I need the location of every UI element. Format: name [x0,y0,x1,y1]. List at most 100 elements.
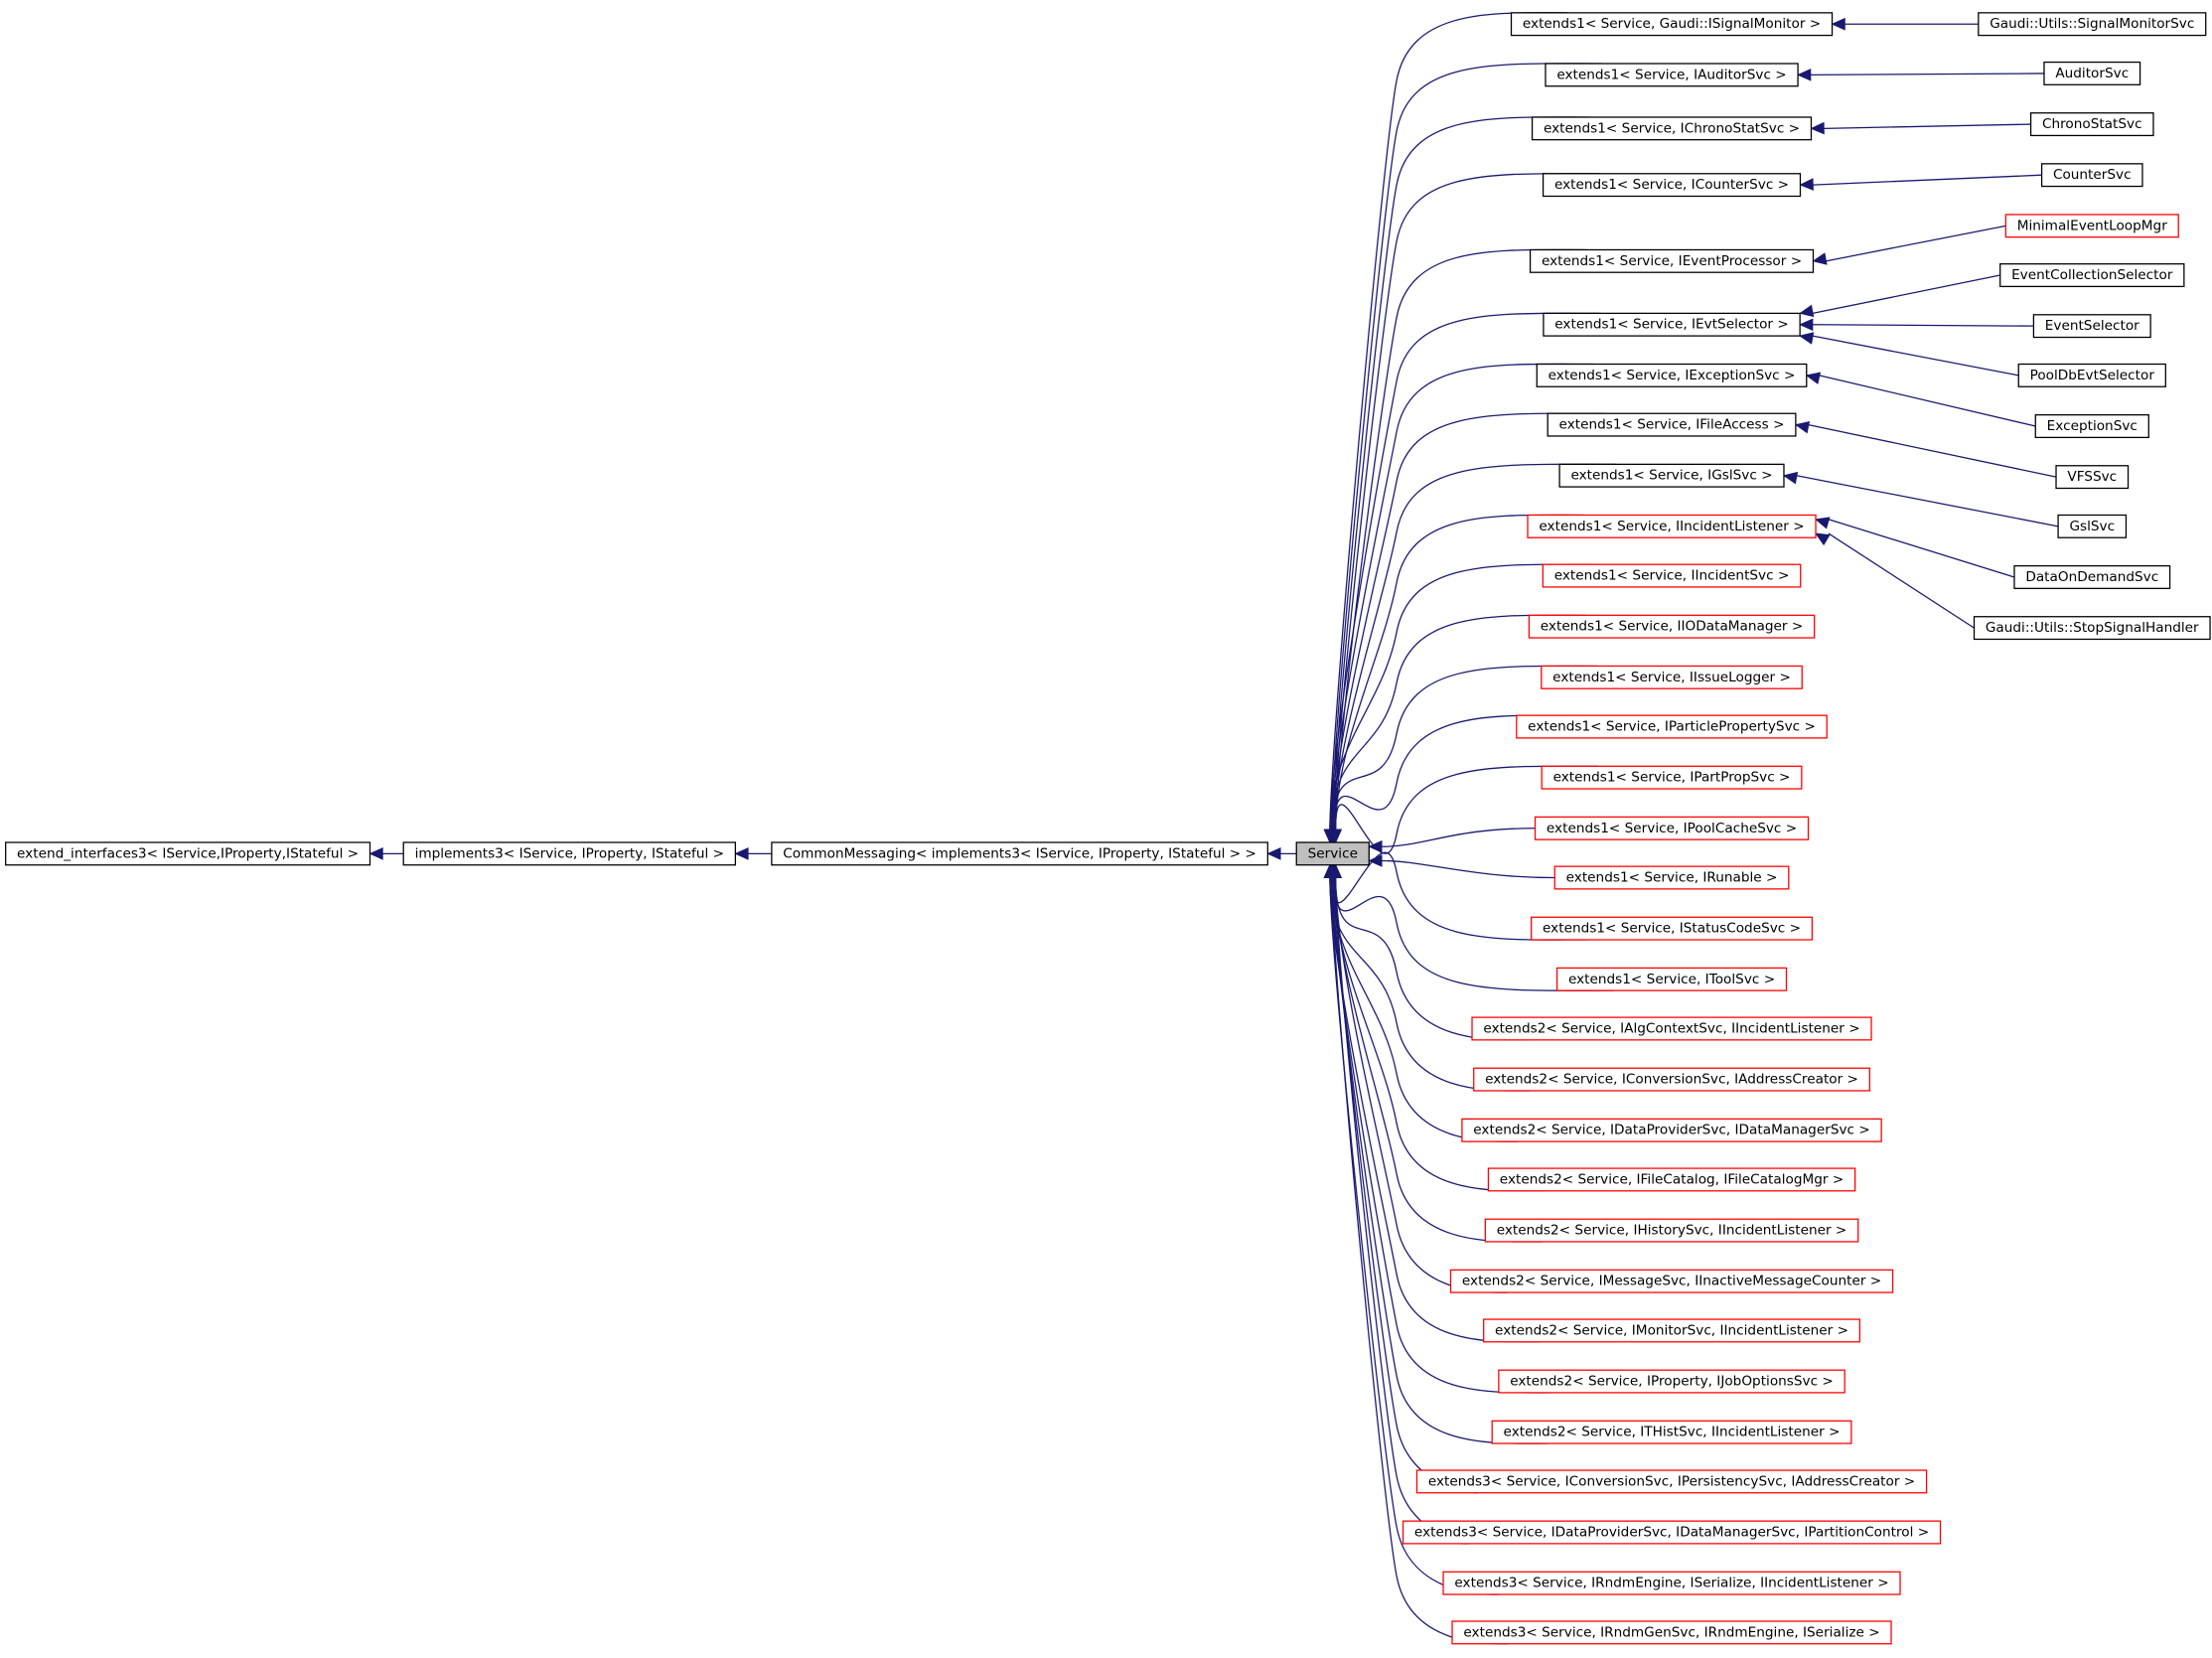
derived-class-node-box[interactable] [1529,248,1815,273]
derived-class-node-box[interactable] [1531,116,1813,141]
inheritance-edge [1812,335,2019,377]
derived-class-node[interactable]: extends1< Service, IToolSvc > [1555,967,1788,991]
derived-class-node[interactable]: extends2< Service, IDataProviderSvc, IDa… [1461,1118,1882,1142]
leaf-class-node[interactable]: MinimalEventLoopMgr [2004,214,2179,238]
leaf-class-node-box[interactable] [2055,465,2130,490]
derived-class-node-box[interactable] [1471,1016,1872,1041]
derived-class-node[interactable]: extends1< Service, IEvtSelector > [1543,312,1801,337]
derived-class-node-box[interactable] [1553,865,1790,890]
derived-class-node[interactable]: extends1< Service, IGslSvc > [1558,463,1785,488]
derived-class-node-box[interactable] [1510,12,1834,37]
derived-class-node[interactable]: extends1< Service, IFileAccess > [1547,412,1797,437]
base-class-node-box[interactable] [771,841,1268,866]
leaf-class-node-box[interactable] [2017,363,2166,387]
leaf-class-node[interactable]: Gaudi::Utils::SignalMonitorSvc [1978,12,2207,37]
derived-class-node[interactable]: extends1< Service, IPoolCacheSvc > [1534,816,1810,840]
derived-class-node[interactable]: extends2< Service, IFileCatalog, IFileCa… [1487,1167,1856,1192]
leaf-class-node-box[interactable] [2057,514,2128,538]
leaf-class-node-box[interactable] [1973,616,2211,641]
derived-class-node-box[interactable] [1527,514,1817,538]
derived-class-node-box[interactable] [1442,1571,1901,1595]
leaf-class-node-box[interactable] [2040,163,2143,188]
leaf-class-node[interactable]: DataOnDemandSvc [2013,564,2171,589]
derived-class-node-box[interactable] [1555,967,1788,991]
derived-class-node[interactable]: extends1< Service, IEventProcessor > [1529,248,1815,273]
leaf-class-node[interactable]: PoolDbEvtSelector [2017,363,2166,387]
derived-class-node[interactable]: extends1< Service, IAuditorSvc > [1545,63,1799,87]
derived-class-node[interactable]: extends3< Service, IConversionSvc, IPers… [1415,1469,1928,1494]
derived-class-node[interactable]: extends2< Service, IMonitorSvc, IInciden… [1483,1318,1861,1343]
leaf-class-node-box[interactable] [2029,112,2154,137]
leaf-class-node[interactable]: EventCollectionSelector [1999,263,2185,288]
derived-class-node[interactable]: extends1< Service, IIncidentListener > [1527,514,1817,538]
leaf-class-node-box[interactable] [2043,61,2141,85]
derived-class-node[interactable]: extends1< Service, IPartPropSvc > [1541,765,1803,790]
derived-class-node-box[interactable] [1542,563,1802,588]
derived-class-node-box[interactable] [1543,312,1801,337]
derived-class-node-box[interactable] [1498,1369,1845,1394]
derived-class-node-box[interactable] [1542,173,1802,198]
derived-class-node-box[interactable] [1491,1420,1852,1444]
base-class-node[interactable]: extend_interfaces3< IService,IProperty,I… [5,841,371,866]
derived-class-node[interactable]: extends2< Service, IHistorySvc, IInciden… [1484,1218,1859,1243]
derived-class-node-box[interactable] [1487,1167,1856,1192]
leaf-class-node[interactable]: EventSelector [2032,314,2151,339]
derived-class-node-box[interactable] [1516,714,1828,739]
derived-class-node-box[interactable] [1547,412,1797,437]
derived-class-node[interactable]: extends1< Service, IChronoStatSvc > [1531,116,1813,141]
derived-class-node-box[interactable] [1483,1318,1861,1343]
leaf-class-node-box[interactable] [1999,263,2185,288]
derived-class-node[interactable]: extends1< Service, Gaudi::ISignalMonitor… [1510,12,1834,37]
derived-class-node[interactable]: extends1< Service, IIODataManager > [1528,614,1816,639]
derived-class-node-box[interactable] [1558,463,1785,488]
derived-class-node-box[interactable] [1415,1469,1928,1494]
leaf-class-node-box[interactable] [2034,414,2149,439]
leaf-class-node-box[interactable] [2032,314,2151,339]
derived-class-node-box[interactable] [1534,816,1810,840]
derived-class-node-box[interactable] [1484,1218,1859,1243]
derived-class-node[interactable]: extends2< Service, IProperty, IJobOption… [1498,1369,1845,1394]
derived-class-node[interactable]: extends1< Service, IRunable > [1553,865,1790,890]
derived-class-node[interactable]: extends2< Service, IConversionSvc, IAddr… [1473,1067,1870,1092]
derived-class-node[interactable]: extends1< Service, IIncidentSvc > [1542,563,1802,588]
derived-class-node-box[interactable] [1541,665,1803,689]
derived-class-node-box[interactable] [1545,63,1799,87]
inheritance-arrow [1797,68,1812,81]
leaf-class-node[interactable]: ChronoStatSvc [2029,112,2154,137]
derived-class-node-box[interactable] [1536,363,1808,387]
derived-class-node[interactable]: extends1< Service, ICounterSvc > [1542,173,1802,198]
leaf-class-node[interactable]: Gaudi::Utils::StopSignalHandler [1973,616,2211,641]
derived-class-node[interactable]: extends2< Service, IMessageSvc, IInactiv… [1449,1269,1894,1293]
derived-class-node-box[interactable] [1401,1520,1942,1545]
derived-class-node-box[interactable] [1531,916,1814,941]
derived-class-node[interactable]: extends1< Service, IParticlePropertySvc … [1516,714,1828,739]
leaf-class-node[interactable]: ExceptionSvc [2034,414,2149,439]
derived-class-node-box[interactable] [1473,1067,1870,1092]
derived-class-node-box[interactable] [1461,1118,1882,1142]
leaf-class-node[interactable]: VFSSvc [2055,465,2130,490]
derived-class-node[interactable]: extends3< Service, IDataProviderSvc, IDa… [1401,1520,1942,1545]
derived-class-node-box[interactable] [1449,1269,1894,1293]
leaf-class-node-box[interactable] [2013,564,2171,589]
derived-class-node[interactable]: extends3< Service, IRndmEngine, ISeriali… [1442,1571,1901,1595]
service-node-box[interactable] [1295,841,1370,866]
derived-class-node-box[interactable] [1528,614,1816,639]
leaf-class-node[interactable]: GslSvc [2057,514,2128,538]
leaf-class-node[interactable]: CounterSvc [2040,163,2143,188]
derived-class-node[interactable]: extends2< Service, IAlgContextSvc, IInci… [1471,1016,1872,1041]
leaf-class-node-box[interactable] [1978,12,2207,37]
derived-class-node[interactable]: extends1< Service, IExceptionSvc > [1536,363,1808,387]
derived-class-node[interactable]: extends1< Service, IIssueLogger > [1541,665,1803,689]
derived-class-node[interactable]: extends2< Service, ITHistSvc, IIncidentL… [1491,1420,1852,1444]
derived-class-node[interactable]: extends1< Service, IStatusCodeSvc > [1531,916,1814,941]
service-node[interactable]: Service [1295,841,1370,866]
base-class-node[interactable]: CommonMessaging< implements3< IService, … [771,841,1268,866]
leaf-class-node[interactable]: AuditorSvc [2043,61,2141,85]
derived-class-node-box[interactable] [1541,765,1803,790]
base-class-node[interactable]: implements3< IService, IProperty, IState… [402,841,737,866]
base-class-node-box[interactable] [5,841,371,866]
derived-class-node[interactable]: extends3< Service, IRndmGenSvc, IRndmEng… [1451,1620,1892,1645]
derived-class-node-box[interactable] [1451,1620,1892,1645]
leaf-class-node-box[interactable] [2004,214,2179,238]
base-class-node-box[interactable] [402,841,737,866]
